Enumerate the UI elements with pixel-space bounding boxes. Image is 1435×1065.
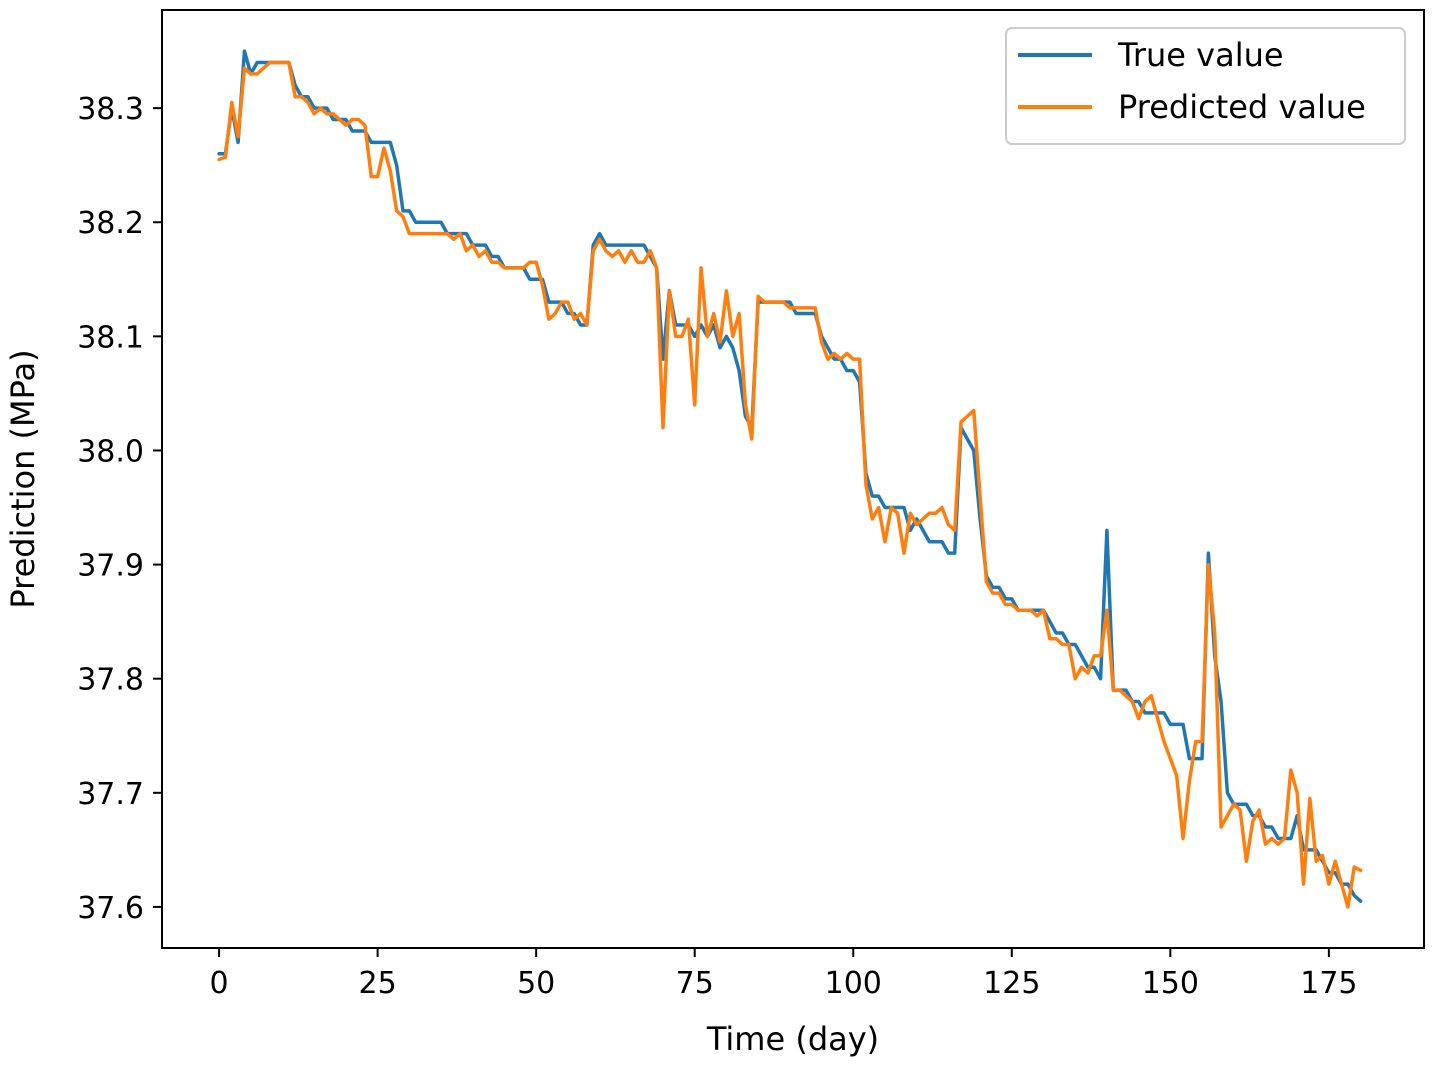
legend-frame bbox=[1005, 27, 1406, 145]
plot-frame bbox=[161, 9, 1425, 949]
y-tick-label: 37.7 bbox=[77, 777, 144, 812]
legend: True value Predicted value bbox=[1005, 27, 1406, 145]
x-tick-label: 125 bbox=[983, 966, 1040, 1001]
legend-label-predicted-value: Predicted value bbox=[1118, 88, 1366, 126]
y-tick-label: 38.3 bbox=[77, 92, 144, 127]
y-tick-label: 38.0 bbox=[77, 434, 144, 469]
legend-label-true-value: True value bbox=[1117, 36, 1284, 74]
x-tick-label: 175 bbox=[1300, 966, 1357, 1001]
y-tick-label: 38.2 bbox=[77, 206, 144, 241]
x-tick-label: 100 bbox=[825, 966, 882, 1001]
x-axis-title: Time (day) bbox=[706, 1020, 879, 1058]
y-tick-label: 37.9 bbox=[77, 549, 144, 584]
x-tick-label: 75 bbox=[676, 966, 714, 1001]
series-line-predicted-value bbox=[217, 60, 1363, 909]
x-tick-label: 25 bbox=[359, 966, 397, 1001]
y-axis-title: Prediction (MPa) bbox=[4, 349, 42, 608]
x-tick-label: 0 bbox=[210, 966, 229, 1001]
series-layer bbox=[217, 49, 1363, 909]
y-tick-label: 37.6 bbox=[77, 891, 144, 926]
x-tick-label: 50 bbox=[517, 966, 555, 1001]
x-tick-label: 150 bbox=[1142, 966, 1199, 1001]
y-tick-label: 37.8 bbox=[77, 663, 144, 698]
axis-layer: 0 25 50 75 100 125 150 175 37.6 37.7 37.8 37.9 38.0 3… bbox=[77, 92, 1357, 1001]
series-line-true-value bbox=[217, 49, 1363, 903]
y-tick-label: 38.1 bbox=[77, 320, 144, 355]
